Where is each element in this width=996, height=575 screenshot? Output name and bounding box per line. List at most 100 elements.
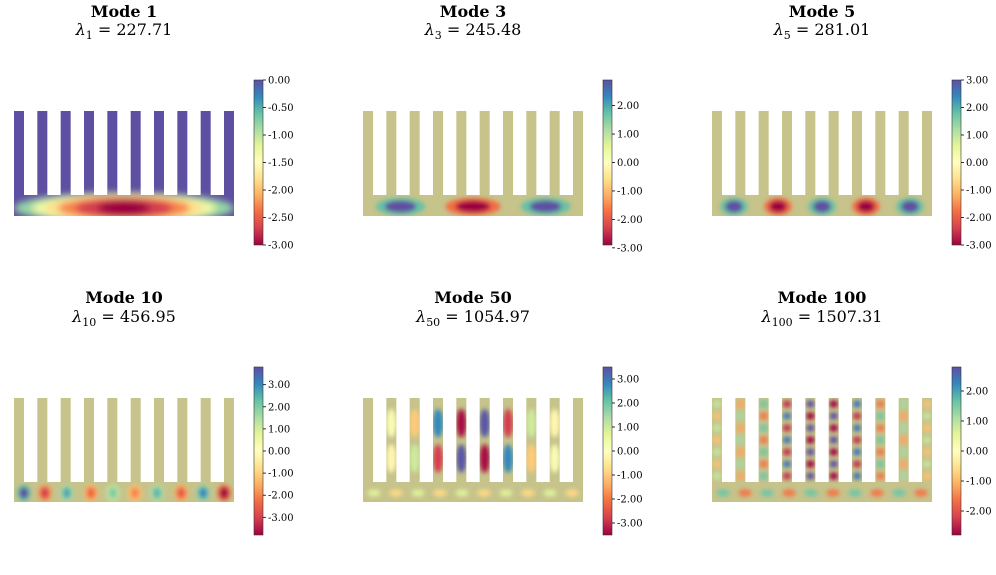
mode-blob — [19, 487, 29, 499]
fin-mode-lobe — [922, 400, 932, 408]
colorbar-tick-label: 1.00 — [617, 423, 639, 434]
panel-title-mode-10: Mode 10 — [85, 288, 163, 307]
base-ripple — [565, 489, 579, 497]
fin-mode-lobe — [876, 400, 885, 408]
base-ripple — [914, 489, 928, 497]
fin-mode-lobe — [829, 424, 838, 432]
fin-mode-lobe — [782, 400, 792, 408]
fin-mode-lobe — [829, 436, 838, 444]
colorbar-tick-label: -2.00 — [617, 215, 643, 226]
colorbar-tick-label: -0.50 — [268, 103, 294, 114]
base-ripple — [848, 489, 862, 497]
panel-eigenvalue-mode-1: λ1 = 227.71 — [75, 20, 173, 42]
mode-blob — [176, 487, 186, 499]
colorbar-tick-label: 0.00 — [268, 447, 290, 458]
panel-eigenvalue-mode-3: λ3 = 245.48 — [424, 20, 522, 42]
mode-blob — [62, 487, 72, 499]
base-ripple — [804, 489, 818, 497]
panel-eigenvalue-mode-50: λ50 = 1054.97 — [415, 307, 530, 329]
fin-mode-lobe — [712, 448, 722, 456]
base-ripple — [738, 489, 752, 497]
fin-mode-lobe — [736, 424, 745, 432]
fin-mode-lobe — [736, 460, 745, 468]
fin-mode-lobe — [433, 444, 443, 473]
fin-mode-lobe — [782, 448, 792, 456]
base-ripple — [477, 489, 491, 497]
fin-mode-lobe — [712, 436, 722, 444]
fin-mode-lobe — [782, 472, 792, 480]
colorbar-tick-label: 1.00 — [966, 417, 988, 428]
panel-title-mode-100: Mode 100 — [778, 288, 867, 307]
fin-mode-lobe — [806, 424, 815, 432]
fin-mode-lobe — [712, 400, 722, 408]
fin-mode-lobe — [409, 408, 420, 438]
colorbar-tick-label: 0.00 — [966, 447, 988, 458]
fin-mode-lobe — [386, 408, 397, 438]
base-ripple — [499, 489, 513, 497]
colorbar-tick-label: 3.00 — [966, 76, 988, 87]
colorbar-tick-label: 0.00 — [617, 447, 639, 458]
fin-mode-lobe — [759, 460, 768, 468]
fin-mode-lobe — [456, 444, 467, 473]
fin-mode-lobe — [899, 448, 908, 456]
mode-blob — [219, 487, 229, 499]
fin-mode-lobe — [782, 412, 792, 420]
fin-mode-lobe — [899, 472, 908, 480]
colorbar-tick-label: 0.00 — [268, 76, 290, 87]
fin-mode-lobe — [782, 460, 792, 468]
colorbar-tick-label: -1.00 — [617, 471, 643, 482]
base-ripple — [826, 489, 840, 497]
colorbar-tick-label: -2.00 — [966, 213, 992, 224]
fin-mode-lobe — [736, 412, 745, 420]
fin-mode-lobe — [899, 436, 908, 444]
field-background — [712, 398, 932, 502]
fin-mode-lobe — [549, 444, 560, 473]
colorbar-tick-label: 3.00 — [617, 375, 639, 386]
mode-blob — [455, 200, 491, 213]
colorbar-1 — [253, 79, 264, 246]
base-ripple — [433, 489, 447, 497]
fin-mode-lobe — [712, 424, 722, 432]
colorbar-tick-label: -3.00 — [617, 519, 643, 530]
fin-mode-lobe — [479, 408, 490, 438]
panel-title-mode-5: Mode 5 — [789, 2, 855, 21]
fin-mode-lobe — [456, 408, 467, 438]
mode-blob — [97, 200, 151, 216]
fin-mode-lobe — [922, 472, 932, 480]
colorbar-tick-label: 0.00 — [617, 158, 639, 169]
fin-mode-lobe — [806, 436, 815, 444]
colorbar-tick-label: -2.00 — [268, 186, 294, 197]
mode-blob — [152, 487, 162, 499]
fin-mode-lobe — [852, 412, 862, 420]
colorbar-tick-label: -1.00 — [966, 477, 992, 488]
colorbar-tick-label: 2.00 — [966, 103, 988, 114]
mode-field-3 — [363, 111, 583, 216]
fin-mode-lobe — [503, 444, 513, 473]
colorbar-tick-label: -2.00 — [966, 507, 992, 518]
base-ripple — [543, 489, 557, 497]
fin-mode-lobe — [806, 460, 815, 468]
fin-mode-lobe — [876, 412, 885, 420]
colorbar-3 — [602, 79, 613, 246]
fin-mode-lobe — [852, 448, 862, 456]
mode-blob — [198, 487, 208, 499]
colorbar-tick-label: -1.00 — [617, 186, 643, 197]
fin-mode-lobe — [503, 408, 513, 438]
panel-eigenvalue-mode-100: λ100 = 1507.31 — [761, 307, 883, 329]
fin-mode-lobe — [876, 424, 885, 432]
mode-blob — [769, 200, 787, 213]
base-ripple — [870, 489, 884, 497]
fin-mode-lobe — [876, 448, 885, 456]
base-ripple — [782, 489, 796, 497]
panel-title-mode-1: Mode 1 — [91, 2, 157, 21]
colorbar-tick-label: 1.00 — [617, 130, 639, 141]
fin-mode-lobe — [712, 472, 722, 480]
mode-blob — [384, 200, 417, 213]
colorbar-tick-label: -1.50 — [268, 158, 294, 169]
fin-mode-lobe — [386, 444, 397, 473]
fin-mode-lobe — [829, 448, 838, 456]
fin-mode-lobe — [806, 412, 815, 420]
colorbar-100 — [951, 366, 962, 536]
panel-eigenvalue-mode-10: λ10 = 456.95 — [71, 307, 176, 329]
